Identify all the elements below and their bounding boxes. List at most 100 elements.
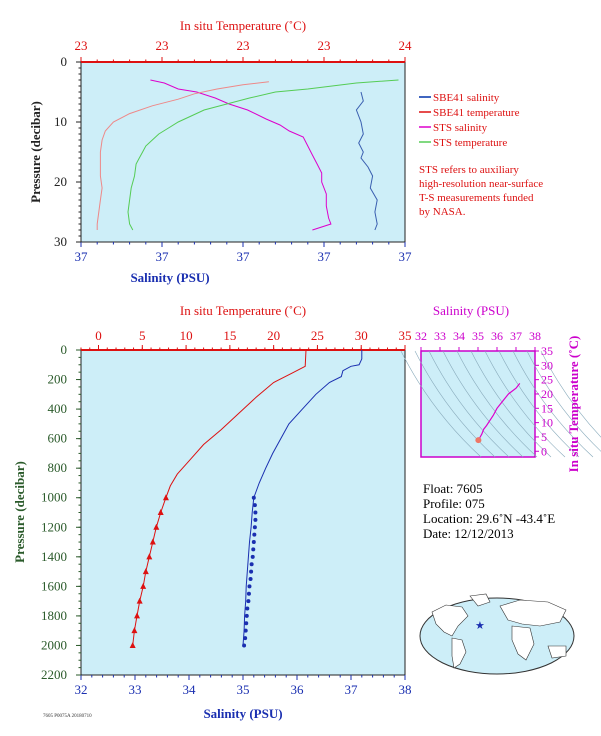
salinity-sample-point bbox=[251, 547, 256, 552]
upper-x-axis-title: Salinity (PSU) bbox=[130, 270, 209, 285]
lower-series-line bbox=[242, 350, 363, 646]
ts-top-tick-label: 35 bbox=[472, 329, 484, 343]
lower-series bbox=[129, 349, 363, 648]
ts-top-tick-label: 34 bbox=[453, 329, 465, 343]
upper-series bbox=[96, 79, 399, 231]
legend-note-line: by NASA. bbox=[419, 206, 466, 218]
lower-left-tick-label: 1800 bbox=[41, 608, 67, 623]
lower-left-tick-label: 1600 bbox=[41, 578, 67, 593]
lower-top-tick-label: 10 bbox=[180, 328, 193, 343]
upper-top-tick-label: 23 bbox=[156, 38, 169, 53]
lower-bottom-tick-label: 35 bbox=[237, 682, 250, 697]
upper-top-tick-label: 24 bbox=[399, 38, 413, 53]
ts-density-contour bbox=[400, 350, 482, 458]
lower-top-axis-title: In situ Temperature (˚C) bbox=[180, 303, 306, 318]
lower-left-tick-label: 2200 bbox=[41, 667, 67, 682]
salinity-sample-point bbox=[245, 606, 250, 611]
ts-density-contour bbox=[526, 350, 601, 452]
ts-density-contour bbox=[428, 350, 510, 458]
ts-density-contours bbox=[400, 350, 601, 458]
salinity-sample-point bbox=[250, 554, 255, 559]
lower-chart: In situ Temperature (˚C) Salinity (PSU) … bbox=[12, 303, 412, 721]
ts-right-tick-label: 10 bbox=[541, 416, 553, 430]
lower-left-ticks: 0 200 400 600 800 1000 1200 1400 1600 1800 2000 220… bbox=[41, 342, 81, 682]
salinity-sample-point bbox=[253, 517, 258, 522]
temperature-sample-point bbox=[162, 494, 169, 501]
lower-top-tick-label: 5 bbox=[139, 328, 146, 343]
lower-top-tick-label: 35 bbox=[399, 328, 412, 343]
float-location-star-icon: ★ bbox=[475, 620, 485, 632]
ts-top-tick-label: 33 bbox=[434, 329, 446, 343]
lower-left-tick-label: 600 bbox=[48, 431, 68, 446]
ts-density-contour bbox=[456, 350, 538, 458]
legend-note-line: T-S measurements funded bbox=[419, 192, 534, 204]
ts-density-contour bbox=[442, 350, 524, 458]
world-map: ★ bbox=[419, 593, 575, 675]
lower-left-tick-label: 2000 bbox=[41, 637, 67, 652]
lower-top-ticks: 0 5 10 15 20 25 30 35 bbox=[80, 328, 412, 350]
salinity-sample-point bbox=[244, 621, 249, 626]
legend-entry: SBE41 temperature bbox=[433, 107, 520, 119]
ts-density-contour bbox=[470, 350, 552, 458]
lower-left-tick-label: 400 bbox=[48, 401, 68, 416]
legend-entry: STS temperature bbox=[433, 137, 507, 149]
lower-left-tick-label: 1000 bbox=[41, 490, 67, 505]
ts-top-tick-label: 37 bbox=[510, 329, 522, 343]
upper-bottom-tick-label: 37 bbox=[399, 249, 413, 264]
lower-left-tick-label: 1200 bbox=[41, 519, 67, 534]
ts-right-tick-label: 25 bbox=[541, 373, 553, 387]
lower-top-tick-label: 20 bbox=[267, 328, 280, 343]
ts-right-tick-label: 30 bbox=[541, 358, 553, 372]
float-date: Date: 12/12/2013 bbox=[423, 526, 514, 541]
salinity-sample-point bbox=[243, 628, 248, 633]
float-id: Float: 7605 bbox=[423, 481, 483, 496]
legend: SBE41 salinity SBE41 temperature STS salin… bbox=[419, 92, 543, 218]
ts-top-ticks: 32 33 34 35 36 37 38 bbox=[415, 329, 541, 351]
temperature-sample-point bbox=[157, 509, 164, 515]
upper-series-line bbox=[150, 79, 332, 231]
temperature-sample-point bbox=[129, 641, 136, 648]
footer-caption: 7605 P0075A 20180710 bbox=[43, 714, 92, 719]
upper-bottom-tick-label: 37 bbox=[156, 249, 170, 264]
ts-top-tick-label: 32 bbox=[415, 329, 427, 343]
upper-top-tick-label: 23 bbox=[237, 38, 250, 53]
ts-y-axis-title: In situ Temperature (˚C) bbox=[566, 336, 581, 473]
legend-note-line: STS refers to auxiliary bbox=[419, 164, 519, 176]
ts-inset: Salinity (PSU) In situ Temperature (˚C) … bbox=[400, 303, 601, 473]
map-landmasses bbox=[431, 593, 567, 669]
ts-right-tick-label: 35 bbox=[541, 344, 553, 358]
upper-y-axis-title: Pressure (decibar) bbox=[28, 101, 43, 203]
salinity-sample-point bbox=[244, 613, 249, 618]
map-land-greenland bbox=[469, 593, 491, 607]
map-land-africa bbox=[511, 625, 535, 661]
upper-top-tick-label: 23 bbox=[318, 38, 331, 53]
temperature-sample-point bbox=[142, 568, 149, 575]
lower-bottom-tick-label: 37 bbox=[345, 682, 359, 697]
salinity-sample-point bbox=[249, 569, 254, 574]
upper-chart: In situ Temperature (˚C) Salinity (PSU) … bbox=[28, 18, 412, 285]
ts-density-contour bbox=[512, 350, 594, 458]
ts-deep-cluster bbox=[475, 437, 482, 444]
lower-left-tick-label: 800 bbox=[48, 460, 68, 475]
ts-top-tick-label: 36 bbox=[491, 329, 503, 343]
upper-top-tick-label: 23 bbox=[75, 38, 88, 53]
legend-entry: STS salinity bbox=[433, 122, 488, 134]
upper-bottom-tick-label: 37 bbox=[237, 249, 251, 264]
lower-left-tick-label: 1400 bbox=[41, 549, 67, 564]
salinity-sample-point bbox=[248, 576, 253, 581]
lower-bottom-tick-label: 33 bbox=[129, 682, 142, 697]
temperature-sample-point bbox=[140, 582, 147, 589]
upper-top-axis-title: In situ Temperature (˚C) bbox=[180, 18, 306, 33]
upper-bottom-ticks: 37 37 37 37 37 bbox=[75, 242, 413, 264]
salinity-sample-point bbox=[243, 636, 248, 641]
lower-bottom-ticks: 32 33 34 35 36 37 38 bbox=[75, 675, 412, 697]
ts-density-contour bbox=[498, 350, 580, 458]
ts-series bbox=[475, 383, 521, 444]
lower-y-axis-title: Pressure (decibar) bbox=[12, 461, 27, 563]
float-location: Location: 29.6˚N -43.4˚E bbox=[423, 511, 555, 526]
upper-left-tick-label: 10 bbox=[54, 114, 67, 129]
temperature-sample-point bbox=[146, 553, 153, 560]
lower-x-axis-title: Salinity (PSU) bbox=[203, 706, 282, 721]
ts-right-tick-label: 5 bbox=[541, 430, 547, 444]
